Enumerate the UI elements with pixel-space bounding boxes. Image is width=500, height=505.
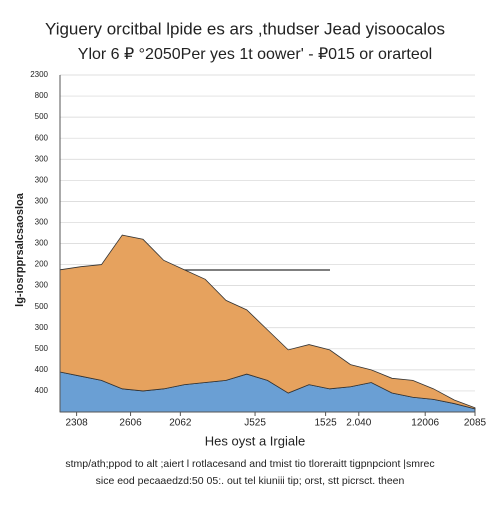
- y-tick-label: 500: [35, 112, 49, 121]
- y-tick-label: 300: [35, 218, 49, 227]
- y-tick-label: 500: [35, 302, 49, 311]
- y-axis-label: lg-iosrpprsalcsaosloa: [14, 192, 26, 307]
- y-tick-label: 500: [35, 344, 49, 353]
- y-tick-label: 800: [35, 91, 49, 100]
- chart-title: Yiguery orcitbal lpide es ars ,thudser J…: [45, 19, 445, 38]
- y-tick-label: 400: [35, 365, 49, 374]
- footer-line: sice eod pecaaedzd:50 05:. out tel kiuni…: [96, 475, 405, 487]
- chart-subtitle: Ylor 6 ₽ °2050Per yes 1t oower' - ₽015 o…: [78, 46, 432, 63]
- plot-area: 2300 800 500 600 300 300 300 300 300 200 300 500 300…: [30, 70, 486, 429]
- y-tick-label: 600: [35, 133, 49, 142]
- x-tick-label: 2.040: [346, 418, 371, 429]
- x-tick-label: 2085: [464, 418, 487, 429]
- x-tick-label: 2308: [65, 418, 88, 429]
- x-tick-label: 2606: [119, 418, 142, 429]
- y-tick-label: 200: [35, 260, 49, 269]
- footer-line: stmp/ath;ppod to alt ;aiert l rotlacesan…: [65, 458, 434, 470]
- x-axis-label: Hes oyst a Irgiale: [205, 433, 305, 448]
- x-tick-label: J525: [244, 418, 266, 429]
- x-tick-label: 2062: [169, 418, 192, 429]
- y-tick-label: 400: [35, 386, 49, 395]
- y-tick-label: 300: [35, 154, 49, 163]
- y-tick-label: 300: [35, 239, 49, 248]
- y-tick-label: 300: [35, 196, 49, 205]
- area: [59, 234, 476, 410]
- x-tick-label: 1525: [314, 418, 337, 429]
- x-tick-label: 12006: [411, 418, 439, 429]
- y-tick-label: 2300: [30, 70, 48, 79]
- y-tick-label: 300: [35, 175, 49, 184]
- y-tick-label: 300: [35, 323, 49, 332]
- y-tick-label: 300: [35, 281, 49, 290]
